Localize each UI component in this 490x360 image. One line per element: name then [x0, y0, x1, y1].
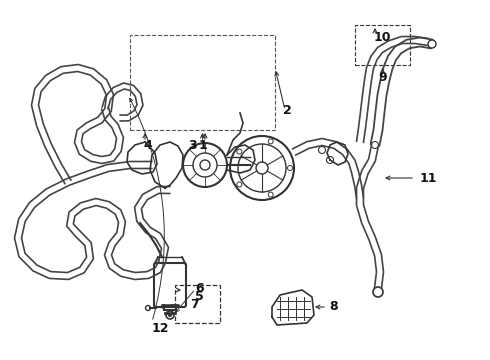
Text: 5: 5	[195, 289, 204, 302]
Circle shape	[268, 139, 273, 144]
Bar	[130, 35, 275, 130]
Text: 7: 7	[190, 297, 199, 310]
Text: 10: 10	[374, 31, 391, 44]
Bar	[175, 285, 220, 323]
Bar	[355, 25, 410, 65]
Text: 6: 6	[195, 283, 204, 296]
Text: 9: 9	[378, 71, 387, 84]
Circle shape	[237, 182, 242, 187]
Circle shape	[288, 166, 293, 171]
Text: 12: 12	[151, 321, 169, 334]
Circle shape	[237, 149, 242, 154]
Text: 1: 1	[198, 139, 207, 152]
Text: 8: 8	[330, 301, 338, 314]
Text: 3: 3	[188, 139, 197, 152]
Text: 4: 4	[144, 139, 152, 152]
Circle shape	[268, 192, 273, 197]
Text: 11: 11	[419, 171, 437, 185]
Circle shape	[169, 314, 171, 316]
Text: 2: 2	[283, 104, 292, 117]
